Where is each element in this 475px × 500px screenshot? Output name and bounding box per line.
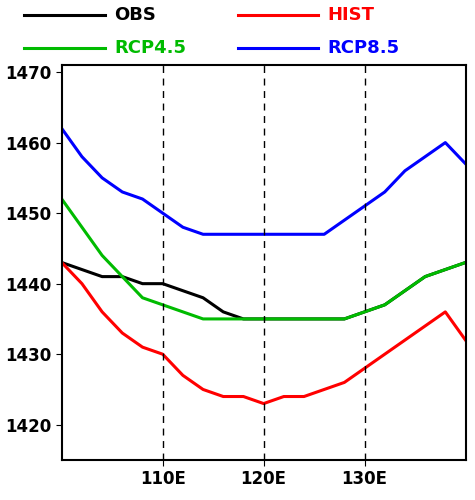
Text: OBS: OBS xyxy=(114,6,156,24)
Text: RCP8.5: RCP8.5 xyxy=(328,39,400,57)
Text: RCP4.5: RCP4.5 xyxy=(114,39,186,57)
Text: HIST: HIST xyxy=(328,6,375,24)
